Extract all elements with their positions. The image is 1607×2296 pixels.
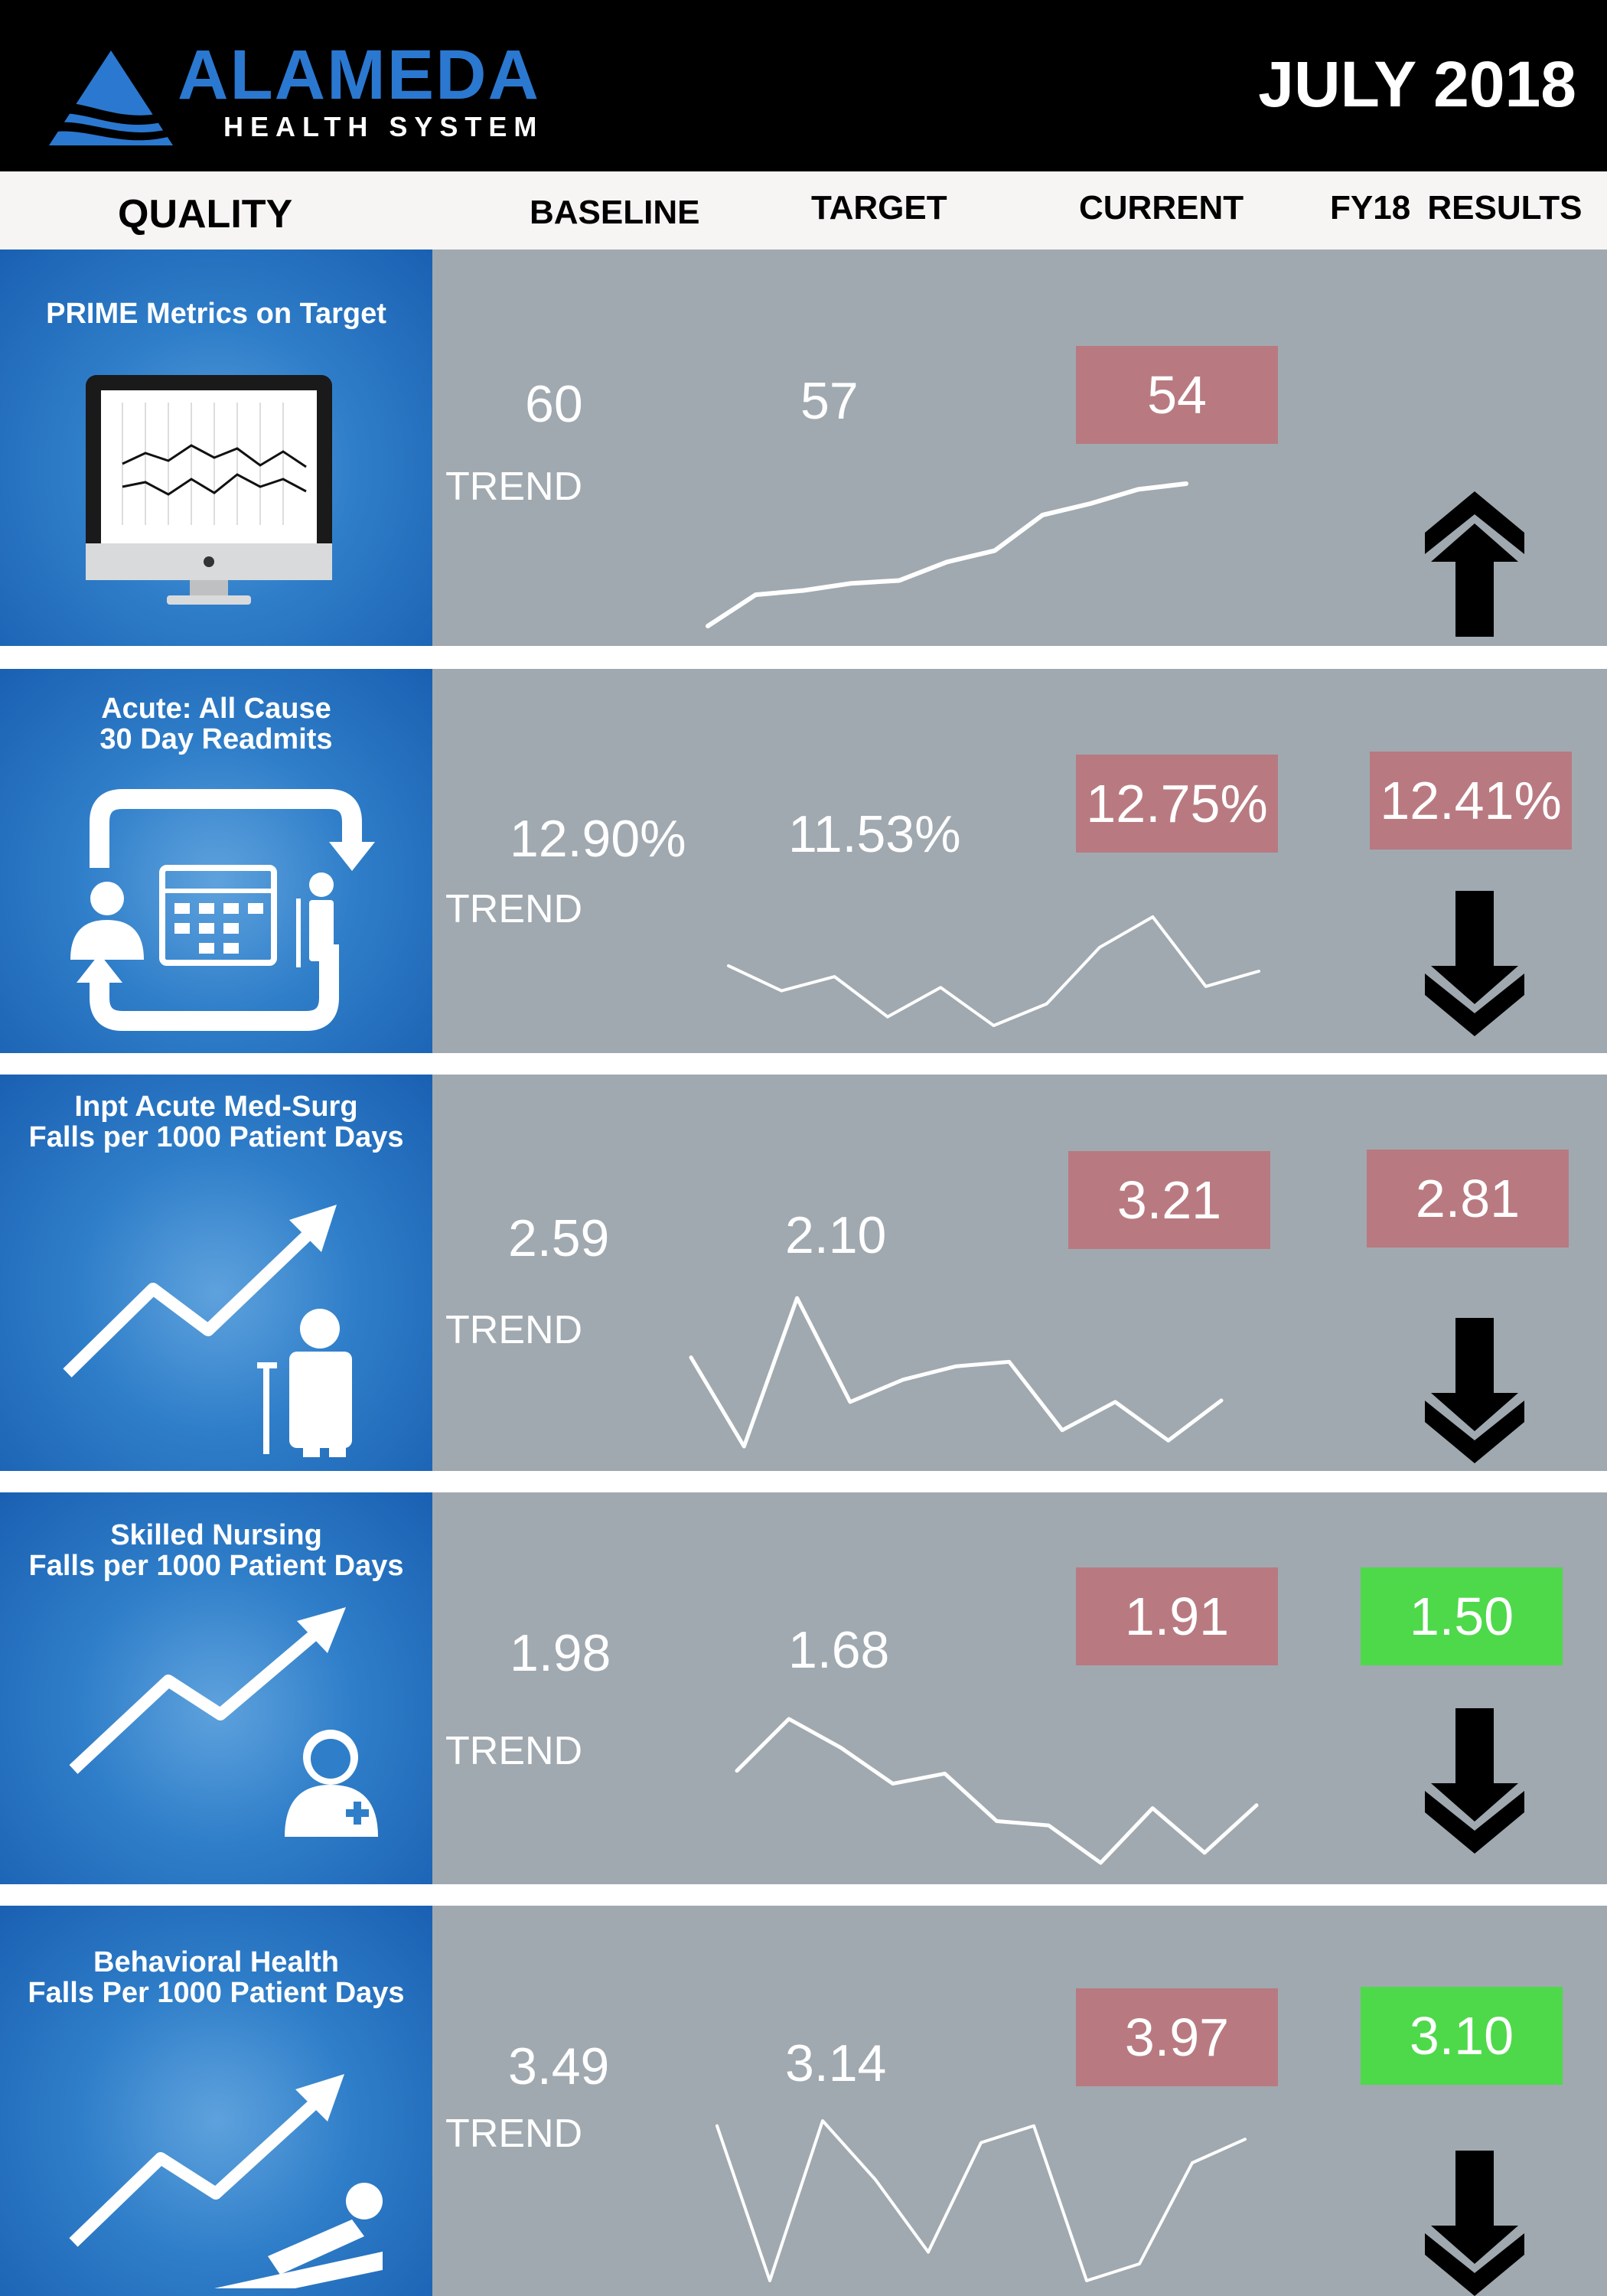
- up-arrow-icon: [1425, 491, 1524, 637]
- target-value: 57: [800, 372, 859, 430]
- trend-line-path: [689, 1296, 1224, 1449]
- metric-title: PRIME Metrics on Target: [46, 298, 386, 330]
- trend-line-path: [715, 2119, 1247, 2282]
- trend-label: TREND: [445, 465, 583, 509]
- readmission-cycle-icon: [70, 789, 375, 1031]
- down-arrow-icon: [1425, 891, 1524, 1036]
- trend-sparkline: [706, 481, 1188, 628]
- baseline-value: 12.90%: [510, 810, 686, 868]
- column-baseline: BASELINE: [530, 194, 700, 231]
- current-badge: 3.21: [1068, 1151, 1270, 1249]
- metric-row-medsurg-falls: Inpt Acute Med-Surg Falls per 1000 Patie…: [0, 1075, 1607, 1471]
- metric-row-skilled-nursing-falls: Skilled Nursing Falls per 1000 Patient D…: [0, 1492, 1607, 1884]
- metric-data-area: [432, 1075, 1607, 1471]
- down-arrow-icon: [1425, 1708, 1524, 1854]
- metric-row-behavioral-health-falls: Behavioral Health Falls Per 1000 Patient…: [0, 1906, 1607, 2296]
- column-target: TARGET: [811, 189, 947, 227]
- metric-title: Acute: All Cause 30 Day Readmits: [99, 693, 333, 755]
- column-current: CURRENT: [1079, 189, 1244, 227]
- metric-data-area: [432, 1492, 1607, 1884]
- baseline-value: 2.59: [508, 1209, 610, 1267]
- metric-title: Behavioral Health Falls Per 1000 Patient…: [28, 1946, 405, 2009]
- current-badge: 3.97: [1076, 1988, 1278, 2086]
- fy18-badge: 3.10: [1361, 1987, 1563, 2085]
- trend-label: TREND: [445, 1729, 583, 1773]
- metric-panel: [0, 669, 432, 1053]
- trend-line-path: [706, 481, 1188, 628]
- trend-label: TREND: [445, 1308, 583, 1352]
- report-header: ALAMEDA HEALTH SYSTEM JULY 2018: [0, 0, 1607, 171]
- metric-title: Skilled Nursing Falls per 1000 Patient D…: [28, 1519, 404, 1582]
- triangle-wave-logo-icon: [47, 51, 176, 145]
- alameda-logo: ALAMEDA HEALTH SYSTEM: [46, 40, 582, 152]
- down-arrow-icon: [1425, 2151, 1524, 2296]
- metric-row-readmits: Acute: All Cause 30 Day Readmits 12.90% …: [0, 669, 1607, 1053]
- metric-panel: [0, 1075, 432, 1471]
- metric-data-area: [432, 669, 1607, 1053]
- trend-line-path: [735, 1717, 1259, 1865]
- brand-subtitle: HEALTH SYSTEM: [223, 111, 544, 142]
- column-header-bar: QUALITY BASELINE TARGET CURRENT FY18 RES…: [0, 171, 1607, 249]
- current-badge: 1.91: [1076, 1567, 1278, 1665]
- target-value: 1.68: [788, 1621, 890, 1679]
- metric-data-area: [432, 249, 1607, 646]
- fy18-badge: 2.81: [1367, 1150, 1569, 1247]
- metric-data-area: [432, 1906, 1607, 2296]
- trend-sparkline: [735, 1717, 1259, 1865]
- target-value: 3.14: [785, 2034, 887, 2092]
- baseline-value: 1.98: [510, 1624, 611, 1682]
- target-value: 2.10: [785, 1206, 887, 1264]
- current-badge: 54: [1076, 346, 1278, 444]
- trend-label: TREND: [445, 2112, 583, 2156]
- trend-sparkline: [727, 915, 1260, 1027]
- metric-row-prime: PRIME Metrics on Target 60 57 54 TREND: [0, 249, 1607, 646]
- column-quality: QUALITY: [118, 192, 293, 236]
- target-value: 11.53%: [788, 805, 961, 863]
- baseline-value: 60: [525, 375, 583, 433]
- fy18-badge: 1.50: [1361, 1567, 1563, 1665]
- brand-name: ALAMEDA: [178, 36, 540, 114]
- rising-falls-crutch-icon: [63, 1205, 352, 1457]
- column-fy18-results: FY18 RESULTS: [1330, 189, 1583, 227]
- metric-title: Inpt Acute Med-Surg Falls per 1000 Patie…: [28, 1091, 404, 1153]
- trend-sparkline: [715, 2119, 1247, 2282]
- trend-sparkline: [689, 1296, 1224, 1449]
- trend-label: TREND: [445, 887, 583, 931]
- current-badge: 12.75%: [1076, 755, 1278, 853]
- monitor-chart-icon: [86, 375, 332, 605]
- rising-falls-nurse-icon: [69, 1607, 378, 1837]
- fy18-badge: 12.41%: [1370, 752, 1572, 850]
- rising-falls-bed-icon: [69, 2074, 383, 2288]
- trend-line-path: [727, 915, 1260, 1027]
- baseline-value: 3.49: [508, 2037, 610, 2095]
- report-date: JULY 2018: [1258, 48, 1576, 120]
- down-arrow-icon: [1425, 1318, 1524, 1463]
